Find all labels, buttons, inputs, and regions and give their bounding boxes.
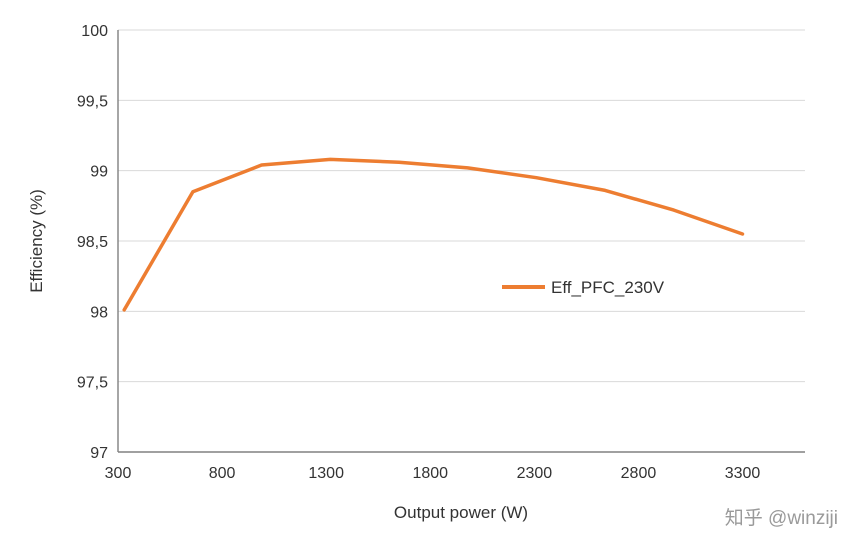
watermark: 知乎 @winziji <box>725 507 838 529</box>
y-tick-label: 97,5 <box>77 375 108 392</box>
series-line-eff-pfc-230v <box>122 157 745 312</box>
x-axis-tick-labels: 300 800 1300 1800 2300 2800 3300 <box>105 465 761 482</box>
y-tick-label: 99 <box>90 164 108 181</box>
x-tick-label: 800 <box>209 465 236 482</box>
x-tick-label: 1300 <box>308 465 344 482</box>
y-axis-title: Efficiency (%) <box>27 189 46 293</box>
x-tick-label: 1800 <box>412 465 448 482</box>
y-tick-label: 100 <box>81 23 108 40</box>
axes <box>117 30 805 453</box>
y-tick-label: 99,5 <box>77 93 108 110</box>
y-axis-tick-labels: 97 97,5 98 98,5 99 99,5 100 <box>77 23 108 462</box>
legend-label: Eff_PFC_230V <box>551 278 665 297</box>
x-axis-title: Output power (W) <box>394 503 528 522</box>
y-tick-label: 98 <box>90 304 108 321</box>
x-tick-label: 300 <box>105 465 132 482</box>
x-tick-label: 3300 <box>725 465 761 482</box>
gridlines <box>118 29 805 383</box>
y-tick-label: 98,5 <box>77 234 108 251</box>
y-tick-label: 97 <box>90 445 108 462</box>
legend: Eff_PFC_230V <box>502 278 665 297</box>
x-tick-label: 2800 <box>621 465 657 482</box>
x-tick-label: 2300 <box>517 465 553 482</box>
